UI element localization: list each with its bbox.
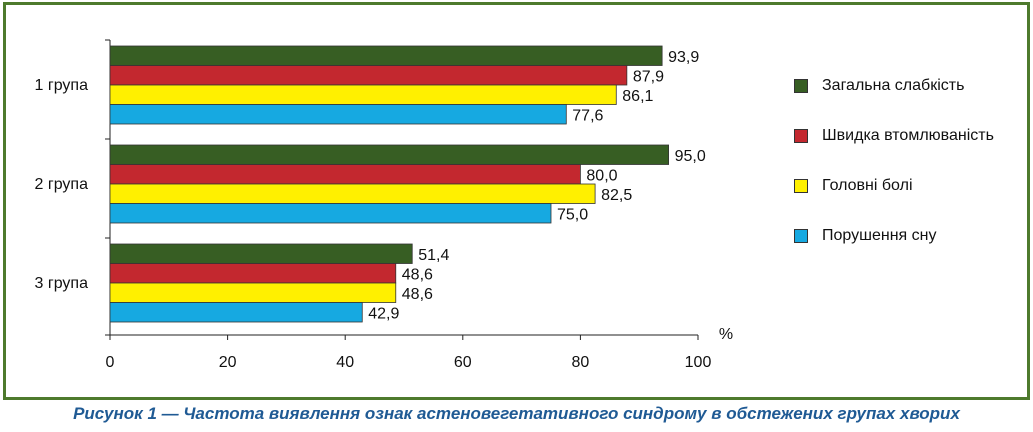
data-label: 77,6: [572, 107, 603, 124]
data-label: 82,5: [601, 187, 632, 204]
legend-label: Порушення сну: [822, 227, 937, 244]
legend-item: Загальна слабкість: [794, 74, 994, 98]
data-label: 48,6: [402, 286, 433, 303]
x-tick-label: 60: [454, 354, 472, 371]
data-label: 87,9: [633, 68, 664, 85]
data-label: 93,9: [668, 49, 699, 66]
legend-swatch: [794, 229, 808, 243]
bar: [109, 263, 397, 284]
bar: [109, 104, 567, 125]
x-unit-label: %: [719, 326, 733, 343]
legend-swatch: [794, 179, 808, 193]
data-label: 80,0: [586, 167, 617, 184]
bar: [109, 243, 413, 264]
legend: Загальна слабкість Швидка втомлюваність Го…: [794, 74, 994, 274]
data-label: 48,6: [402, 266, 433, 283]
category-label: 1 група: [35, 77, 89, 94]
legend-swatch: [794, 129, 808, 143]
x-tick-label: 20: [219, 354, 237, 371]
x-tick-label: 100: [685, 354, 712, 371]
bar: [109, 302, 363, 323]
bar: [109, 144, 669, 165]
data-label: 86,1: [622, 88, 653, 105]
legend-item: Головні болі: [794, 174, 994, 198]
legend-label: Загальна слабкість: [822, 77, 965, 94]
data-label: 95,0: [675, 148, 706, 165]
bar: [109, 183, 596, 204]
legend-item: Порушення сну: [794, 224, 994, 248]
figure-caption: Рисунок 1 — Частота виявлення ознак асте…: [73, 404, 960, 423]
legend-label: Головні болі: [822, 177, 913, 194]
category-label: 2 група: [35, 176, 89, 193]
legend-label: Швидка втомлюваність: [822, 127, 994, 144]
bar: [109, 84, 617, 105]
x-tick-label: 80: [572, 354, 590, 371]
category-label: 3 група: [35, 275, 89, 292]
bar: [109, 164, 581, 185]
bar: [109, 45, 663, 66]
x-tick-label: 0: [106, 354, 115, 371]
data-label: 75,0: [557, 206, 588, 223]
data-label: 42,9: [368, 305, 399, 322]
bar: [109, 282, 397, 303]
bar: [109, 203, 552, 224]
legend-item: Швидка втомлюваність: [794, 124, 994, 148]
x-tick-label: 40: [336, 354, 354, 371]
bar: [109, 65, 628, 86]
data-label: 51,4: [418, 247, 449, 264]
legend-swatch: [794, 79, 808, 93]
